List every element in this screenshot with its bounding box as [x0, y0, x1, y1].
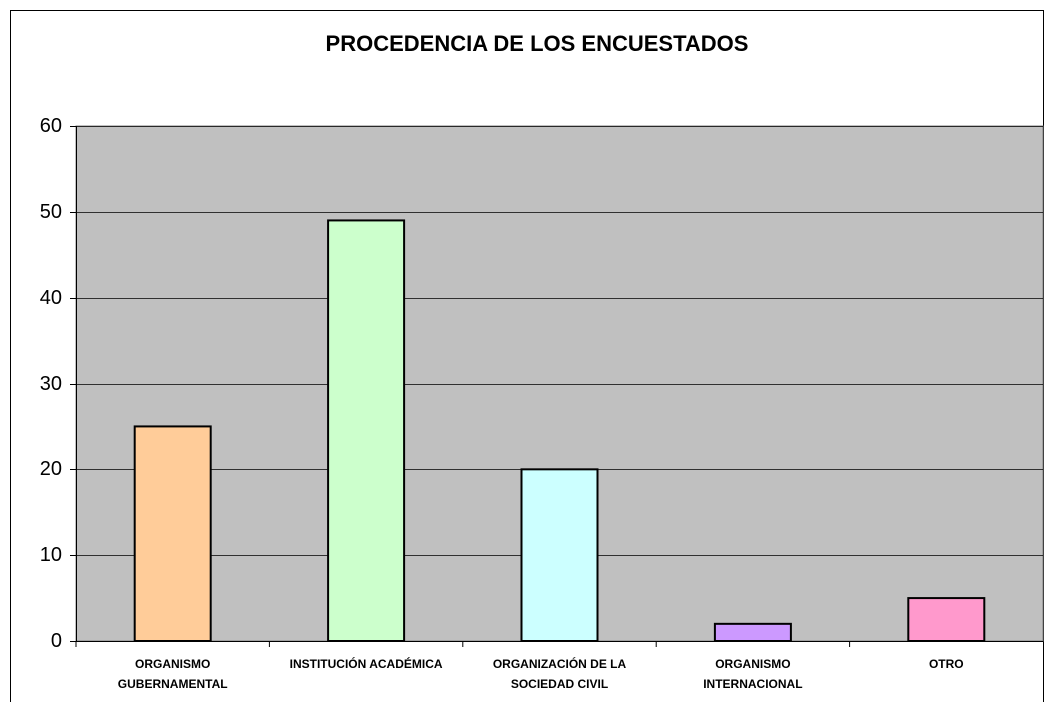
x-tick-label: INSTITUCIÓN ACADÉMICA [289, 657, 443, 671]
x-tick-label: ORGANIZACIÓN DE LA SOCIEDAD CIVIL [492, 657, 627, 691]
y-tick-label: 10 [40, 544, 62, 566]
x-tick-label: ORGANISMO GUBERNAMENTAL [117, 657, 228, 691]
y-tick-label: 30 [40, 373, 62, 395]
y-tick-label: 0 [51, 630, 62, 652]
y-tick-label: 60 [40, 115, 62, 137]
bar [327, 219, 406, 643]
bar [520, 468, 599, 643]
y-tick-label: 20 [40, 458, 62, 480]
bar [133, 425, 212, 642]
bar [907, 597, 986, 642]
y-tick-label: 40 [40, 287, 62, 309]
bar [713, 622, 792, 642]
x-tick-label: OTRO [928, 657, 964, 671]
y-tick-label: 50 [40, 201, 62, 223]
x-tick-label: ORGANISMO INTERNACIONAL [703, 657, 803, 691]
chart-title: PROCEDENCIA DE LOS ENCUESTADOS [326, 31, 749, 56]
